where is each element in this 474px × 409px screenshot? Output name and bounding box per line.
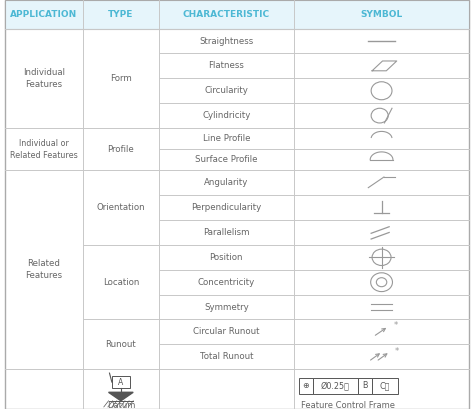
Text: Cylindricity: Cylindricity	[202, 111, 251, 120]
Bar	[358, 378, 372, 394]
Text: SYMBOL: SYMBOL	[360, 10, 403, 19]
Text: Line Profile: Line Profile	[202, 134, 250, 143]
Text: Ø0.25Ⓜ: Ø0.25Ⓜ	[321, 382, 350, 391]
Bar	[5, 0, 469, 29]
Text: Individual
Features: Individual Features	[23, 68, 65, 89]
Text: Angularity: Angularity	[204, 178, 248, 187]
Polygon shape	[109, 392, 133, 401]
Text: Flatness: Flatness	[209, 61, 244, 70]
Text: Perpendicularity: Perpendicularity	[191, 203, 262, 212]
Text: Datum: Datum	[107, 401, 135, 409]
Text: Position: Position	[210, 253, 243, 262]
Text: Orientation: Orientation	[97, 203, 145, 212]
Text: CHARACTERISTIC: CHARACTERISTIC	[183, 10, 270, 19]
Bar	[299, 378, 313, 394]
Text: Feature Control Frame: Feature Control Frame	[301, 400, 395, 409]
Text: APPLICATION: APPLICATION	[10, 10, 77, 19]
Bar	[372, 378, 398, 394]
Text: A: A	[118, 378, 124, 387]
Text: Individual or
Related Features: Individual or Related Features	[10, 139, 78, 160]
Text: Location: Location	[103, 278, 139, 287]
Text: Straightness: Straightness	[199, 36, 254, 45]
Text: *: *	[395, 346, 399, 355]
Text: Concentricity: Concentricity	[198, 278, 255, 287]
Text: Symmetry: Symmetry	[204, 303, 249, 312]
Text: TYPE: TYPE	[108, 10, 134, 19]
Text: Related
Features: Related Features	[25, 259, 63, 280]
Text: Form: Form	[110, 74, 132, 83]
Text: Circularity: Circularity	[204, 86, 248, 95]
Text: Runout: Runout	[106, 340, 136, 349]
Bar	[112, 376, 130, 388]
Text: *: *	[394, 321, 398, 330]
Text: Profile: Profile	[108, 145, 134, 154]
Text: Total Runout: Total Runout	[200, 352, 253, 361]
Text: ⊕: ⊕	[302, 382, 309, 391]
Text: Surface Profile: Surface Profile	[195, 155, 257, 164]
Text: Circular Runout: Circular Runout	[193, 328, 260, 337]
Text: CⓂ: CⓂ	[380, 382, 390, 391]
Text: B: B	[362, 382, 368, 391]
Bar	[313, 378, 358, 394]
Text: Parallelism: Parallelism	[203, 228, 250, 237]
